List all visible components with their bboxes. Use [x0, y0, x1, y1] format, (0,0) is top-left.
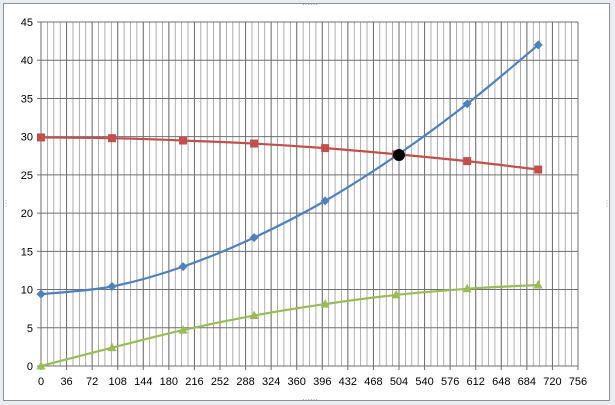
marker-diamond [320, 196, 330, 206]
x-tick-label: 756 [569, 376, 587, 388]
x-tick-label: 180 [160, 376, 178, 388]
minor-gridlines [40, 22, 579, 366]
series-line-blue [40, 44, 539, 296]
marker-triangle [320, 299, 330, 308]
y-tick-label: 15 [21, 246, 33, 258]
x-tick-label: 468 [364, 376, 382, 388]
series-lines [40, 44, 539, 368]
marker-triangle [391, 289, 401, 299]
y-tick-label: 0 [27, 361, 33, 373]
x-tick-label: 0 [38, 376, 44, 388]
x-tick-label: 252 [211, 376, 229, 388]
x-tick-label: 720 [543, 376, 561, 388]
x-tick-label: 360 [288, 376, 306, 388]
marker-diamond [462, 99, 472, 109]
x-tick-label: 216 [185, 376, 203, 388]
x-tick-label: 144 [134, 376, 152, 388]
series-markers [36, 40, 543, 370]
marker-triangle [462, 283, 472, 293]
resize-handle-bottom[interactable]: ⋯⋯ [302, 395, 318, 404]
marker-diamond [249, 233, 259, 243]
marker-square [37, 133, 45, 142]
x-tick-label: 432 [339, 376, 357, 388]
y-tick-label: 20 [21, 208, 33, 220]
x-tick-label: 396 [313, 376, 331, 388]
marker-triangle [178, 325, 188, 334]
x-tick-label: 612 [467, 376, 485, 388]
y-tick-label: 10 [21, 285, 33, 297]
x-tick-label: 324 [262, 376, 280, 388]
marker-diamond [178, 262, 188, 272]
x-tick-label: 684 [518, 376, 536, 388]
x-tick-label: 648 [492, 376, 510, 388]
marker-triangle [249, 310, 259, 320]
marker-square [534, 165, 543, 174]
x-tick-label: 36 [60, 376, 72, 388]
y-tick-label: 35 [21, 93, 33, 105]
y-tick-label: 5 [27, 323, 33, 335]
marker-square [321, 144, 330, 153]
marker-triangle [107, 342, 117, 352]
major-gridlines [40, 21, 579, 367]
marker-square [250, 139, 259, 148]
series-line-green [40, 283, 539, 368]
marker-square [108, 134, 117, 143]
x-tick-label: 108 [109, 376, 127, 388]
y-tick-label: 40 [21, 55, 33, 67]
marker-triangle [533, 279, 543, 289]
x-tick-label: 288 [236, 376, 254, 388]
marker-square [179, 136, 188, 145]
marker-square [463, 157, 472, 166]
intersection-point [393, 149, 405, 162]
x-tick-label: 540 [415, 376, 433, 388]
x-tick-label: 504 [390, 376, 408, 388]
marker-diamond [107, 281, 117, 291]
y-tick-label: 30 [21, 132, 33, 144]
y-tick-label: 45 [21, 17, 33, 29]
x-tick-label: 576 [441, 376, 459, 388]
x-tick-label: 72 [86, 376, 98, 388]
resize-handle-right[interactable]: ⋮ [603, 199, 611, 208]
marker-diamond [36, 289, 46, 299]
resize-handle-left[interactable]: ⋮ [2, 199, 10, 208]
series-line-red [40, 136, 539, 171]
marker-diamond [533, 40, 543, 50]
resize-handle-top[interactable]: ⋯⋯ [302, 0, 318, 9]
tick-labels: 0 36 72 108 144 180 216 252 288 324 360 396 432 468 50… [21, 17, 587, 388]
highlight-layer [393, 149, 405, 162]
y-tick-label: 25 [21, 170, 33, 182]
marker-triangle [36, 361, 46, 370]
